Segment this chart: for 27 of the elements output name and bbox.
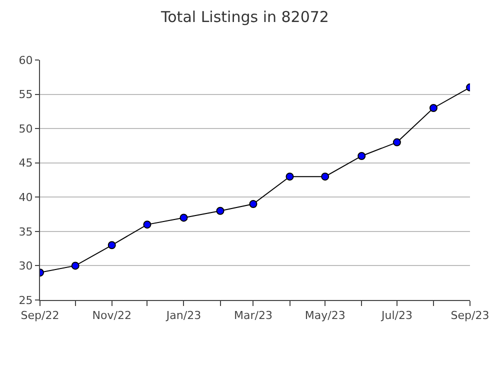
- x-tick-label: Sep/22: [20, 309, 60, 322]
- y-tick-label: 35: [18, 225, 33, 238]
- y-tick-label: 60: [18, 54, 33, 67]
- y-tick-label: 40: [18, 190, 33, 204]
- point: [180, 214, 188, 222]
- y-tick-label: 30: [18, 260, 33, 273]
- y-tick-label: 45: [18, 156, 33, 170]
- x-tick-label: Mar/23: [234, 309, 272, 322]
- point: [249, 200, 258, 208]
- y-tick-label: 55: [18, 88, 33, 102]
- point: [429, 104, 438, 112]
- x-tick-label: Nov/22: [92, 309, 132, 322]
- x-tick-label: Jul/23: [380, 309, 412, 322]
- chart-title: Total Listings in 82072: [160, 8, 329, 26]
- x-tick-label: May/23: [304, 309, 346, 322]
- point: [358, 152, 366, 160]
- point: [392, 138, 401, 146]
- point: [216, 206, 224, 215]
- y-tick-label: 25: [18, 294, 33, 307]
- point: [143, 220, 152, 229]
- y-tick-label: 50: [18, 122, 33, 136]
- x-tick-label: Jan/23: [165, 309, 202, 322]
- point: [286, 172, 294, 181]
- x-tick-label: Sep/23: [450, 309, 490, 322]
- point: [321, 172, 330, 181]
- point: [71, 262, 80, 270]
- point: [108, 241, 116, 250]
